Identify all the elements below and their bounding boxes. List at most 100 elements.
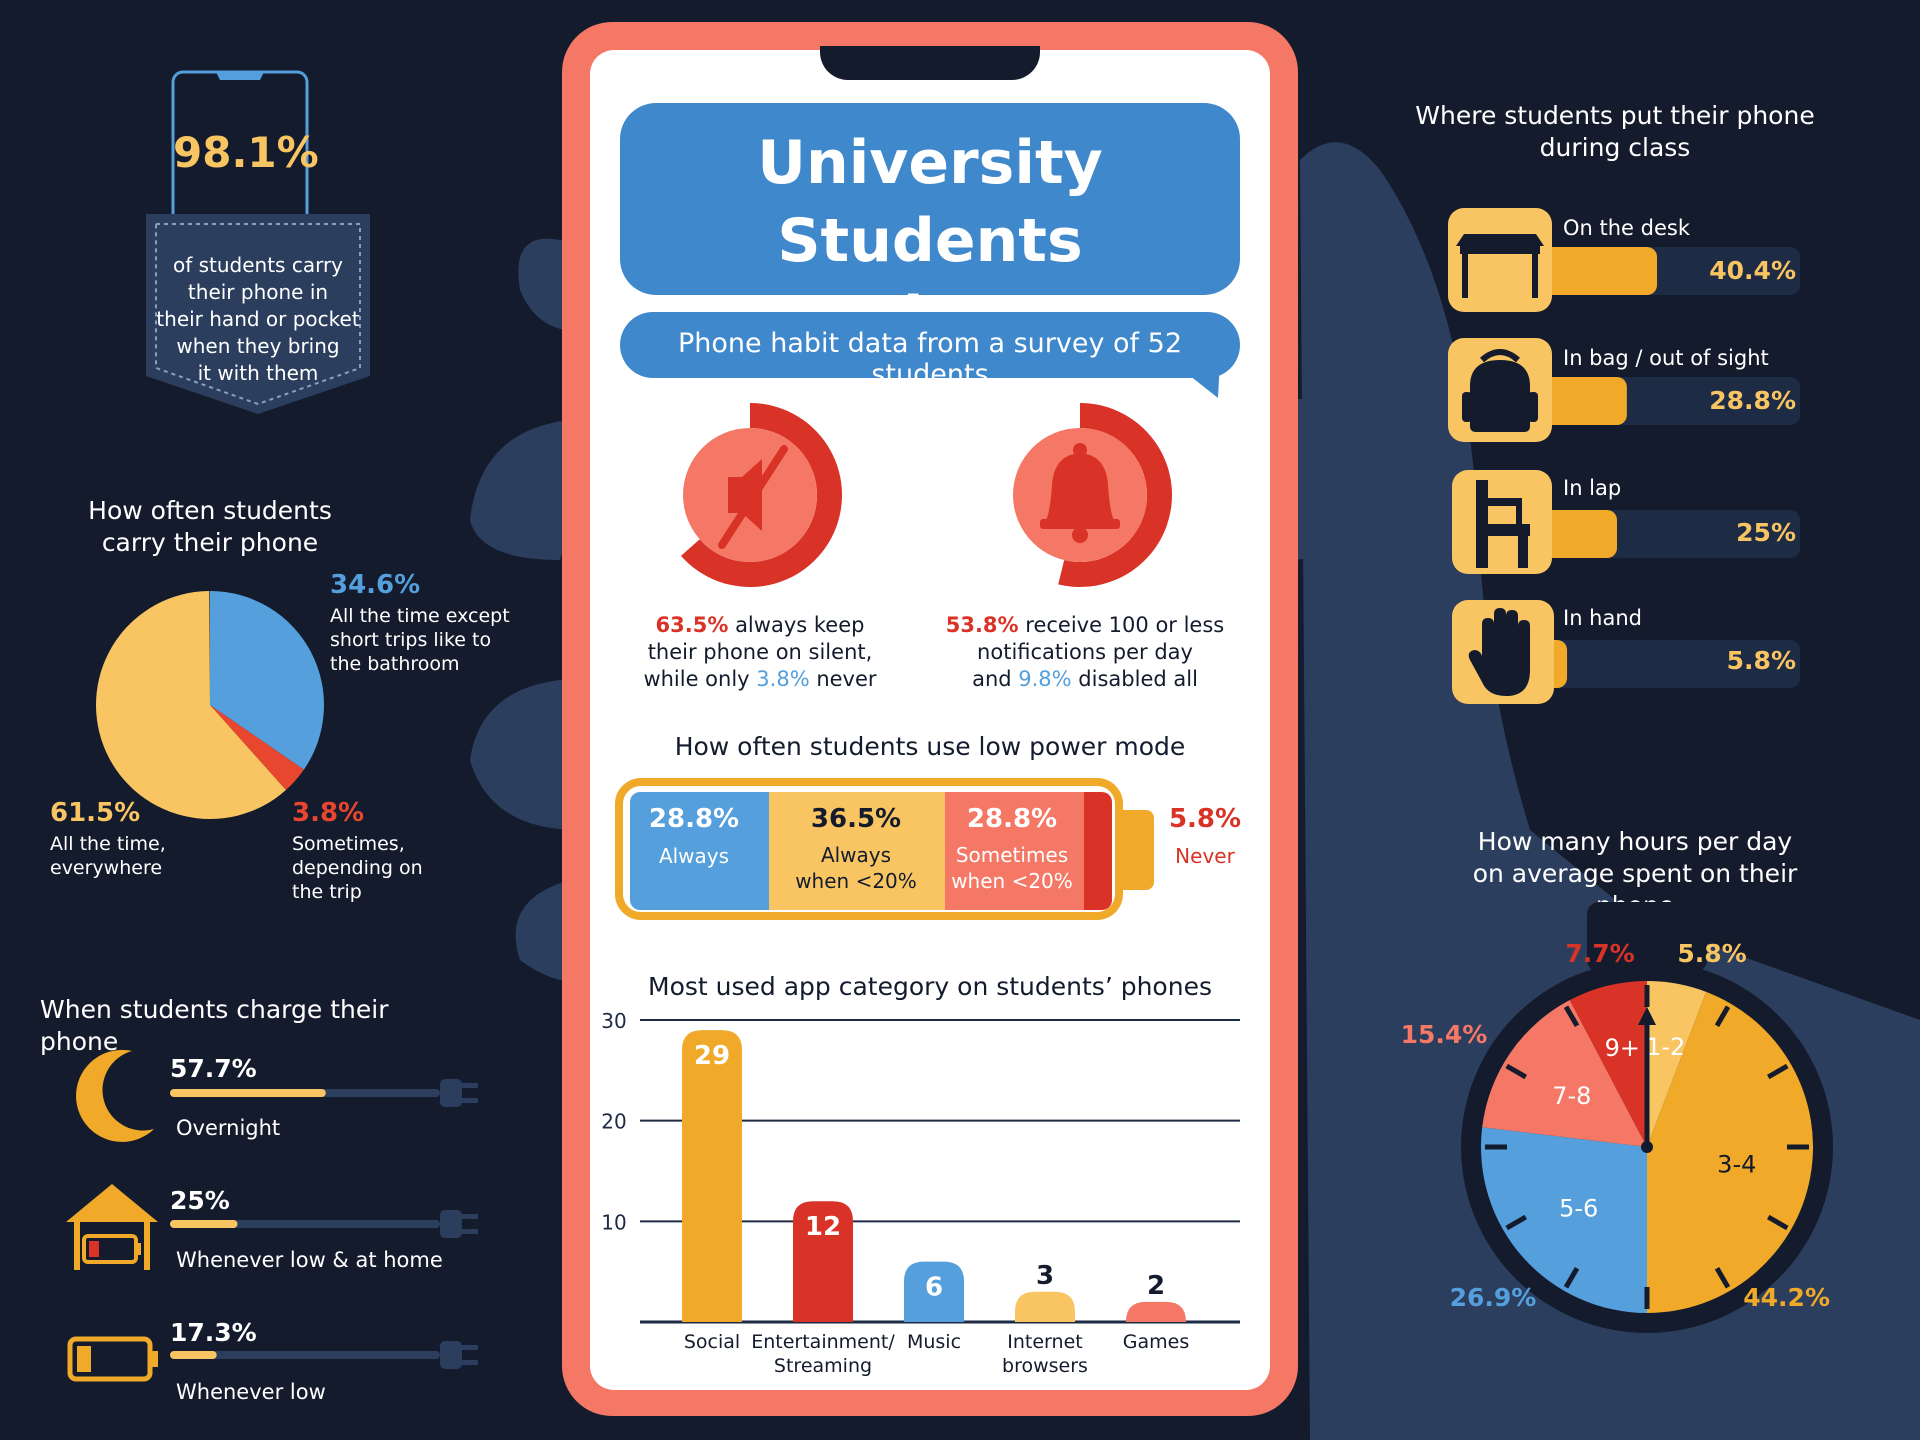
pocket-text-1: of students carry bbox=[172, 253, 344, 277]
y-tick-label-0: 10 bbox=[601, 1210, 626, 1234]
bell-icon bbox=[1040, 443, 1120, 543]
carry-desc-red: Sometimes, depending on the trip bbox=[292, 832, 492, 904]
clock-tick-11 bbox=[1563, 1005, 1580, 1028]
y-tick-label-1: 20 bbox=[601, 1110, 626, 1134]
bar-3 bbox=[1015, 1291, 1075, 1322]
subtitle: Phone habit data from a survey of 52 stu… bbox=[677, 328, 1183, 390]
placement-pct-1: 40.4% bbox=[1709, 256, 1796, 285]
lowpower-segment-never bbox=[1084, 792, 1112, 910]
carry-desc-red-3: the trip bbox=[292, 881, 362, 903]
y-tick-label-2: 30 bbox=[601, 1009, 626, 1033]
carry-title-line-1: How often students bbox=[88, 496, 332, 525]
clock-tick-2 bbox=[1766, 1063, 1789, 1080]
lowpower-label-always-under-20: 36.5% Always when <20% bbox=[768, 804, 944, 894]
x-tick-label-2-0: Music bbox=[907, 1331, 961, 1353]
notification-text-3: and bbox=[972, 667, 1019, 691]
bar-value-label-1: 12 bbox=[805, 1212, 841, 1242]
hours-slice-label-4: 9+ bbox=[1605, 1034, 1640, 1062]
subtitle-bubble bbox=[620, 312, 1240, 378]
lowpower-sometimes-text-2: when <20% bbox=[951, 869, 1073, 893]
moon-icon bbox=[76, 1049, 154, 1142]
clock-tick-5 bbox=[1714, 1266, 1731, 1289]
bar-2 bbox=[904, 1261, 964, 1322]
hours-pct-label-3: 15.4% bbox=[1401, 1020, 1488, 1049]
notification-pct: 53.8% bbox=[945, 613, 1019, 637]
clock-tick-7 bbox=[1563, 1266, 1580, 1289]
carry-legend-yellow: 61.5% All the time, everywhere bbox=[50, 798, 250, 880]
pocket-text-2: their phone in bbox=[187, 280, 329, 304]
lowpower-sometimes-pct: 28.8% bbox=[966, 804, 1058, 834]
finger-shape bbox=[1290, 398, 1360, 560]
low-power-title: How often students use low power mode bbox=[674, 732, 1186, 761]
carry-pie-slice-2 bbox=[96, 591, 286, 819]
placement-label-3: In lap bbox=[1563, 476, 1622, 500]
lowpower-label-never: 5.8% Never bbox=[1160, 804, 1250, 868]
hours-pct-label-1: 44.2% bbox=[1743, 1283, 1830, 1312]
lowpower-always20-text-2: when <20% bbox=[795, 869, 917, 893]
silent-text-4: never bbox=[809, 667, 877, 691]
house-battery-icon bbox=[66, 1184, 158, 1270]
lowpower-never-pct: 5.8% bbox=[1168, 804, 1242, 834]
x-tick-label-1-1: Streaming bbox=[774, 1355, 872, 1377]
charge-pct-3: 17.3% bbox=[170, 1318, 257, 1347]
placement-label-4: In hand bbox=[1563, 606, 1642, 630]
pocket-phone-notch bbox=[216, 72, 264, 80]
charge-pct-1: 57.7% bbox=[170, 1054, 257, 1083]
placement-fill-0 bbox=[1540, 247, 1658, 295]
carry-title-line-2: carry their phone bbox=[101, 528, 319, 557]
hours-slice-label-3: 7-8 bbox=[1552, 1082, 1591, 1110]
pocket-stitching bbox=[155, 223, 361, 406]
hours-slice-label-1: 3-4 bbox=[1717, 1151, 1756, 1179]
clock-center bbox=[1641, 1141, 1653, 1153]
charge-fill-0 bbox=[170, 1089, 326, 1097]
pocket-text-3: their hand or pocket bbox=[156, 307, 360, 331]
notification-text-1: receive 100 or less bbox=[1018, 613, 1225, 637]
app-category-bar-chart: 10 20 30 29 Social 12 Entertainment/Streaming 6… bbox=[601, 1009, 1240, 1377]
x-tick-label-0-0: Social bbox=[684, 1331, 740, 1353]
muted-speaker-icon bbox=[718, 445, 788, 549]
charge-fill-1 bbox=[170, 1220, 238, 1228]
backpack-icon bbox=[1448, 338, 1552, 442]
notification-disabled-pct: 9.8% bbox=[1018, 667, 1072, 691]
battery-low-icon bbox=[67, 1336, 158, 1382]
hours-slice-5-6 bbox=[1481, 1127, 1647, 1313]
silent-pct: 63.5% bbox=[655, 613, 729, 637]
placement-title-line-2: during class bbox=[1539, 133, 1691, 162]
hours-slice-9+ bbox=[1569, 981, 1647, 1147]
lowpower-label-sometimes: 28.8% Sometimes when <20% bbox=[944, 804, 1080, 894]
notification-text-2: notifications per day bbox=[977, 640, 1193, 664]
pocket-caption: of students carry their phone in their h… bbox=[150, 252, 366, 387]
bar-value-label-3: 3 bbox=[1036, 1261, 1054, 1291]
carry-pie-chart bbox=[96, 591, 324, 819]
x-tick-label-4-0: Games bbox=[1123, 1331, 1189, 1353]
placement-fill-2 bbox=[1540, 510, 1617, 558]
plug-icon bbox=[440, 1079, 478, 1107]
bar-1 bbox=[793, 1201, 853, 1322]
bar-value-label-2: 6 bbox=[925, 1273, 943, 1303]
charge-track-1 bbox=[170, 1220, 440, 1228]
charge-label-2: Whenever low & at home bbox=[176, 1248, 443, 1272]
hours-title-line-1: How many hours per day bbox=[1477, 827, 1793, 856]
lowpower-segment-always-under-20 bbox=[768, 792, 946, 910]
charge-pct-2: 25% bbox=[170, 1186, 230, 1215]
lowpower-segment-always bbox=[630, 792, 769, 910]
lowpower-sometimes-text-1: Sometimes bbox=[955, 843, 1069, 867]
hours-slice-label-2: 5-6 bbox=[1559, 1195, 1598, 1223]
x-tick-label-1-0: Entertainment/ bbox=[751, 1331, 895, 1353]
phone-notch bbox=[820, 46, 1040, 80]
carry-desc-blue-3: the bathroom bbox=[330, 653, 460, 675]
clock-hand-tip bbox=[1638, 1007, 1656, 1025]
carry-desc-yellow-1: All the time, bbox=[50, 833, 166, 855]
carry-desc-blue-1: All the time except bbox=[330, 605, 510, 627]
title-banner bbox=[620, 103, 1240, 295]
bar-4 bbox=[1126, 1301, 1186, 1322]
placement-pct-3: 25% bbox=[1736, 518, 1796, 547]
desk-icon bbox=[1448, 208, 1552, 312]
x-tick-label-3-0: Internet bbox=[1007, 1331, 1082, 1353]
charge-title: When students charge their phone bbox=[40, 995, 389, 1056]
hours-slice-3-4 bbox=[1647, 991, 1813, 1313]
carry-legend-red: 3.8% Sometimes, depending on the trip bbox=[292, 798, 492, 904]
title-line-1: University Students bbox=[757, 128, 1103, 276]
clock-tick-4 bbox=[1766, 1214, 1789, 1231]
